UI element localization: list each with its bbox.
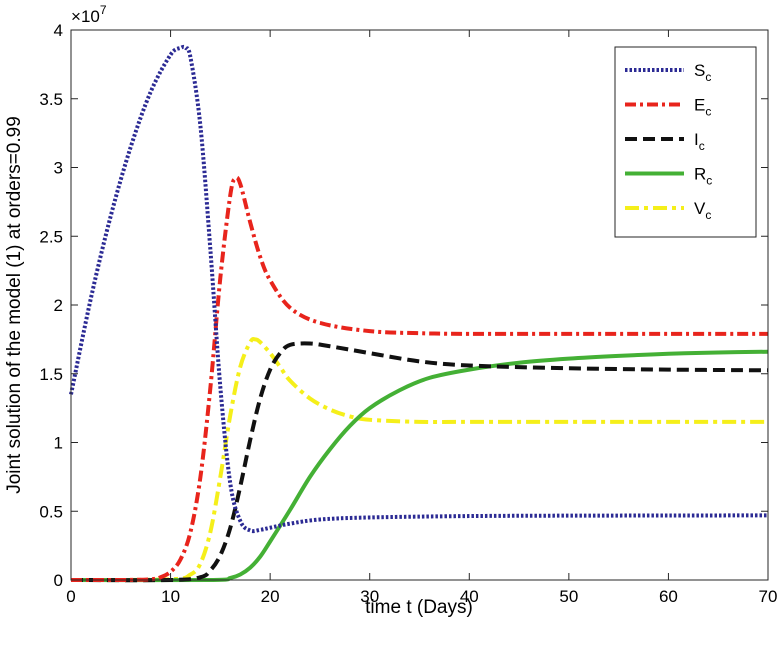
y-multiplier-exponent: 7 bbox=[100, 3, 107, 17]
series-line-ic bbox=[70, 341, 769, 583]
legend-label: Ic bbox=[694, 130, 705, 153]
series-line-vc bbox=[70, 337, 768, 582]
legend-label-subscript: c bbox=[705, 105, 711, 119]
x-tick-label: 30 bbox=[360, 587, 379, 606]
x-tick-label: 20 bbox=[261, 587, 280, 606]
legend-label-subscript: c bbox=[705, 208, 711, 222]
legend-label-main: V bbox=[694, 199, 706, 218]
series-layer bbox=[69, 44, 769, 583]
x-tick-label: 60 bbox=[659, 587, 678, 606]
x-tick-label: 40 bbox=[460, 587, 479, 606]
x-axis-ticks: 0 10 20 30 40 50 60 70 bbox=[66, 30, 777, 606]
legend-box bbox=[614, 46, 757, 238]
legend-label: Rc bbox=[694, 165, 712, 188]
legend-label-main: R bbox=[694, 165, 706, 184]
y-tick-label: 2.5 bbox=[39, 227, 63, 246]
legend-label-main: I bbox=[694, 130, 699, 149]
series-line-sc bbox=[69, 44, 769, 534]
y-tick-label: 2 bbox=[54, 296, 63, 315]
x-tick-label: 0 bbox=[66, 587, 75, 606]
legend-label-subscript: c bbox=[705, 70, 711, 84]
y-tick-label: 3.5 bbox=[39, 90, 63, 109]
series-line-rc bbox=[70, 349, 769, 583]
y-axis-label: Joint solution of the model (1) at order… bbox=[4, 116, 25, 494]
y-multiplier-prefix: × bbox=[71, 7, 81, 26]
y-tick-label: 0 bbox=[54, 571, 63, 590]
y-tick-label: 1 bbox=[54, 434, 63, 453]
y-multiplier-base: 10 bbox=[81, 7, 100, 26]
legend-label-main: E bbox=[694, 96, 705, 115]
y-tick-label: 1.5 bbox=[39, 365, 63, 384]
legend-label-subscript: c bbox=[706, 174, 712, 188]
y-tick-label: 4 bbox=[54, 21, 63, 40]
legend-label-subscript: c bbox=[699, 139, 705, 153]
y-tick-label: 3 bbox=[54, 159, 63, 178]
legend-label-main: S bbox=[694, 61, 705, 80]
y-axis-ticks: 0 0.5 1 1.5 2 2.5 3 3.5 4 bbox=[39, 21, 768, 590]
x-axis-label: time t (Days) bbox=[365, 597, 473, 618]
x-tick-label: 70 bbox=[759, 587, 778, 606]
legend-label: Sc bbox=[694, 61, 711, 84]
y-tick-label: 0.5 bbox=[39, 502, 63, 521]
x-tick-label: 10 bbox=[161, 587, 180, 606]
legend-label: Ec bbox=[694, 96, 711, 119]
legend-label: Vc bbox=[694, 199, 711, 222]
y-axis-multiplier: ×107 bbox=[71, 3, 107, 26]
x-tick-label: 50 bbox=[559, 587, 578, 606]
